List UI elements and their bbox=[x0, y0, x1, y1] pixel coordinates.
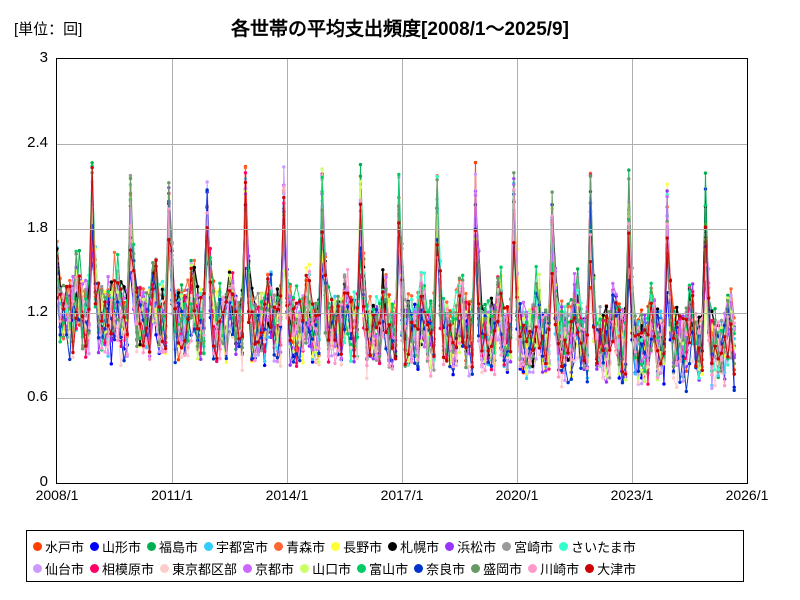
series-layer bbox=[57, 160, 736, 394]
legend-marker-icon bbox=[414, 563, 424, 573]
legend-item[interactable]: 長野市 bbox=[331, 537, 382, 556]
legend-row-1: 水戸市 山形市 福島市 宇都宮市 青森市 長野市 札幌市 浜松市 宮崎市 さいたま市 bbox=[33, 535, 737, 557]
plot-area bbox=[56, 58, 748, 484]
legend-item[interactable]: 富山市 bbox=[357, 559, 408, 578]
legend-marker-icon bbox=[147, 541, 157, 551]
legend-label: 宇都宮市 bbox=[216, 539, 269, 555]
x-axis-tick-label: 2023/1 bbox=[610, 487, 654, 503]
legend-marker-icon bbox=[274, 541, 284, 551]
legend-marker-icon bbox=[90, 563, 100, 573]
x-axis-tick-label: 2020/1 bbox=[495, 487, 539, 503]
legend-marker-icon bbox=[445, 541, 455, 551]
gridline-vertical bbox=[402, 59, 403, 483]
legend-item[interactable]: 大津市 bbox=[585, 559, 636, 578]
legend-label: 水戸市 bbox=[45, 539, 85, 555]
legend-label: 東京都区部 bbox=[172, 561, 238, 577]
legend-item[interactable]: さいたま市 bbox=[559, 537, 636, 556]
legend-item[interactable]: 仙台市 bbox=[33, 559, 84, 578]
legend-marker-icon bbox=[528, 563, 538, 573]
legend-label: 大津市 bbox=[597, 561, 637, 577]
legend-marker-icon bbox=[33, 541, 42, 551]
legend-item[interactable]: 山口市 bbox=[300, 559, 351, 578]
legend-item[interactable]: 宮崎市 bbox=[502, 537, 553, 556]
legend-marker-icon bbox=[559, 541, 569, 551]
legend-marker-icon bbox=[300, 563, 310, 573]
legend-marker-icon bbox=[502, 541, 512, 551]
legend-label: さいたま市 bbox=[571, 539, 636, 555]
x-axis-tick-label: 2017/1 bbox=[380, 487, 424, 503]
legend-item[interactable]: 東京都区部 bbox=[160, 559, 237, 578]
legend-label: 京都市 bbox=[255, 561, 295, 577]
legend-marker-icon bbox=[33, 563, 42, 573]
legend-marker-icon bbox=[585, 563, 595, 573]
legend-item[interactable]: 奈良市 bbox=[414, 559, 465, 578]
legend-item[interactable]: 福島市 bbox=[147, 537, 198, 556]
legend-item[interactable]: 浜松市 bbox=[445, 537, 496, 556]
y-axis-tick-label: 1.8 bbox=[27, 218, 48, 236]
legend-label: 青森市 bbox=[286, 539, 326, 555]
y-axis-unit-label: [単位：回] bbox=[14, 21, 83, 38]
legend-marker-icon bbox=[357, 563, 367, 573]
legend-label: 仙台市 bbox=[45, 561, 85, 577]
legend-marker-icon bbox=[331, 541, 341, 551]
legend-marker-icon bbox=[471, 563, 481, 573]
legend-marker-icon bbox=[160, 563, 170, 573]
legend-marker-icon bbox=[388, 541, 398, 551]
legend-item[interactable]: 川崎市 bbox=[528, 559, 579, 578]
legend-item[interactable]: 札幌市 bbox=[388, 537, 439, 556]
legend-label: 宮崎市 bbox=[514, 539, 554, 555]
legend-item[interactable]: 山形市 bbox=[90, 537, 141, 556]
legend-marker-icon bbox=[90, 541, 100, 551]
x-axis-tick-label: 2026/1 bbox=[725, 487, 769, 503]
legend-marker-icon bbox=[204, 541, 214, 551]
legend-item[interactable]: 水戸市 bbox=[33, 537, 84, 556]
legend-label: 山口市 bbox=[312, 561, 352, 577]
legend-label: 奈良市 bbox=[426, 561, 466, 577]
x-axis-tick-label: 2014/1 bbox=[265, 487, 309, 503]
legend-label: 福島市 bbox=[159, 539, 199, 555]
legend-item[interactable]: 宇都宮市 bbox=[204, 537, 268, 556]
legend-item[interactable]: 相模原市 bbox=[90, 559, 154, 578]
legend-label: 富山市 bbox=[369, 561, 409, 577]
legend-label: 川崎市 bbox=[540, 561, 580, 577]
x-axis-tick-label: 2011/1 bbox=[151, 487, 193, 503]
legend-label: 山形市 bbox=[102, 539, 142, 555]
x-axis-tick-label: 2008/1 bbox=[35, 487, 79, 503]
gridline-vertical bbox=[287, 59, 288, 483]
gridline-vertical bbox=[632, 59, 633, 483]
legend-label: 札幌市 bbox=[400, 539, 440, 555]
chart-legend: 水戸市 山形市 福島市 宇都宮市 青森市 長野市 札幌市 浜松市 宮崎市 さいたま市 仙台市 相模原… bbox=[26, 530, 744, 582]
legend-item[interactable]: 青森市 bbox=[274, 537, 325, 556]
chart-title: 各世帯の平均支出頻度[2008/1〜2025/9] bbox=[231, 19, 569, 40]
legend-label: 長野市 bbox=[343, 539, 383, 555]
legend-marker-icon bbox=[243, 563, 253, 573]
y-axis-tick-label: 2.4 bbox=[27, 133, 48, 151]
gridline-vertical bbox=[517, 59, 518, 483]
legend-item[interactable]: 盛岡市 bbox=[471, 559, 522, 578]
legend-row-2: 仙台市 相模原市 東京都区部 京都市 山口市 富山市 奈良市 盛岡市 川崎市 大津市 bbox=[33, 557, 737, 579]
gridline-vertical bbox=[172, 59, 173, 483]
y-axis-tick-label: 0.6 bbox=[27, 388, 48, 406]
legend-label: 相模原市 bbox=[102, 561, 155, 577]
y-axis-tick-label: 0 bbox=[39, 473, 48, 490]
series-markers bbox=[57, 165, 736, 376]
legend-item[interactable]: 京都市 bbox=[243, 559, 294, 578]
y-axis-tick-label: 1.2 bbox=[27, 303, 48, 321]
legend-label: 浜松市 bbox=[457, 539, 497, 555]
y-axis-tick-label: 3 bbox=[39, 49, 48, 66]
legend-label: 盛岡市 bbox=[483, 561, 523, 577]
